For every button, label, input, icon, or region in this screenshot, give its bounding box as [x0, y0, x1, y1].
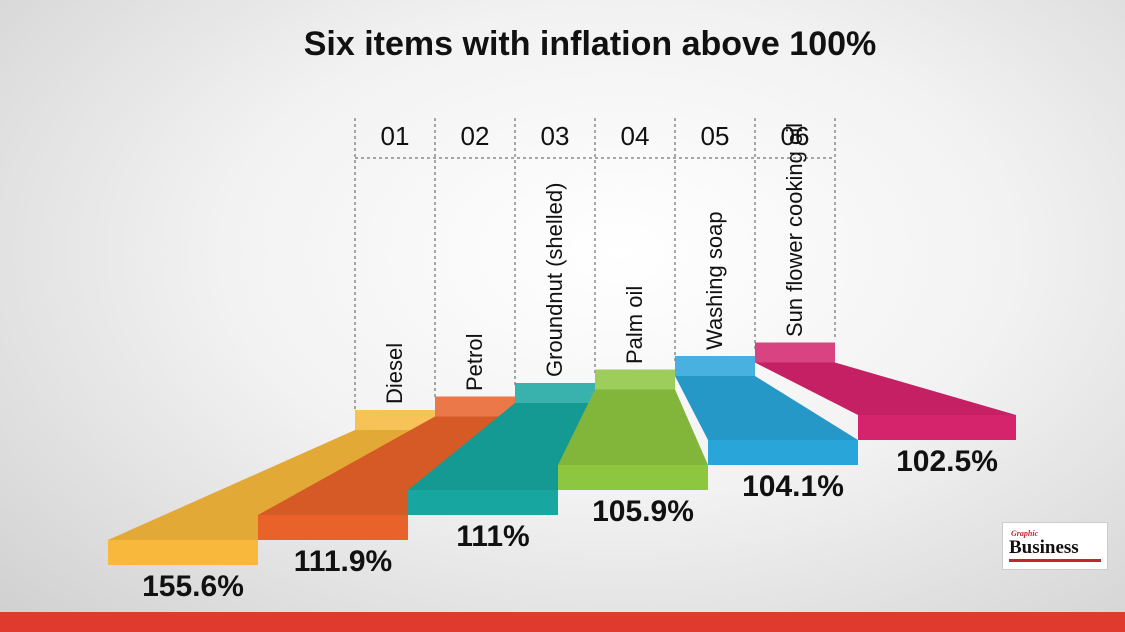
ribbon-front: [108, 540, 258, 565]
logo: Graphic Business: [1002, 522, 1108, 570]
value-label: 105.9%: [592, 495, 694, 528]
category-label: Palm oil: [622, 285, 647, 364]
rank-label: 03: [541, 121, 570, 151]
ribbon-back: [355, 410, 435, 430]
ribbon-shade: [755, 362, 1016, 415]
value-label: 104.1%: [742, 470, 844, 503]
value-label: 111.9%: [294, 545, 392, 578]
ribbon-shade: [108, 430, 435, 540]
ribbon-back: [675, 356, 755, 376]
ribbon: [755, 362, 1016, 415]
ribbon-back: [755, 342, 835, 363]
ribbon-front: [858, 415, 1016, 440]
rank-label: 06: [781, 121, 810, 151]
category-label: Sun flower cooking oil: [782, 122, 807, 337]
category-label: Petrol: [462, 333, 487, 391]
value-label: 155.6%: [142, 570, 244, 603]
ribbon: [675, 376, 858, 440]
value-label: 102.5%: [896, 445, 998, 478]
category-label: Diesel: [382, 342, 407, 404]
ribbon-shade: [258, 416, 515, 515]
rank-label: 01: [381, 121, 410, 151]
ribbon: [108, 430, 435, 540]
ribbon: [258, 416, 515, 515]
ribbon-front: [258, 515, 408, 540]
logo-small: Graphic: [1011, 529, 1039, 538]
ribbon-front: [408, 490, 558, 515]
ribbon-back: [435, 396, 515, 417]
ribbon-shade: [675, 376, 858, 440]
ribbon-front: [708, 440, 858, 465]
category-label: Groundnut (shelled): [542, 182, 567, 377]
ribbon-front: [558, 465, 708, 490]
logo-large: Business: [1009, 537, 1079, 558]
value-label: 111%: [456, 520, 529, 553]
logo-bar: [1009, 559, 1101, 562]
rank-label: 04: [621, 121, 650, 151]
ribbon: [558, 389, 708, 465]
ribbon-shade: [408, 403, 595, 490]
ribbon-shade: [558, 389, 708, 465]
ribbon-back: [515, 383, 595, 403]
category-label: Washing soap: [702, 211, 727, 350]
rank-label: 05: [701, 121, 730, 151]
rank-label: 02: [461, 121, 490, 151]
ribbon: [408, 403, 595, 490]
chart-title: Six items with inflation above 100%: [304, 25, 877, 63]
footer-bar: [0, 612, 1125, 632]
ribbon-back: [595, 369, 675, 390]
